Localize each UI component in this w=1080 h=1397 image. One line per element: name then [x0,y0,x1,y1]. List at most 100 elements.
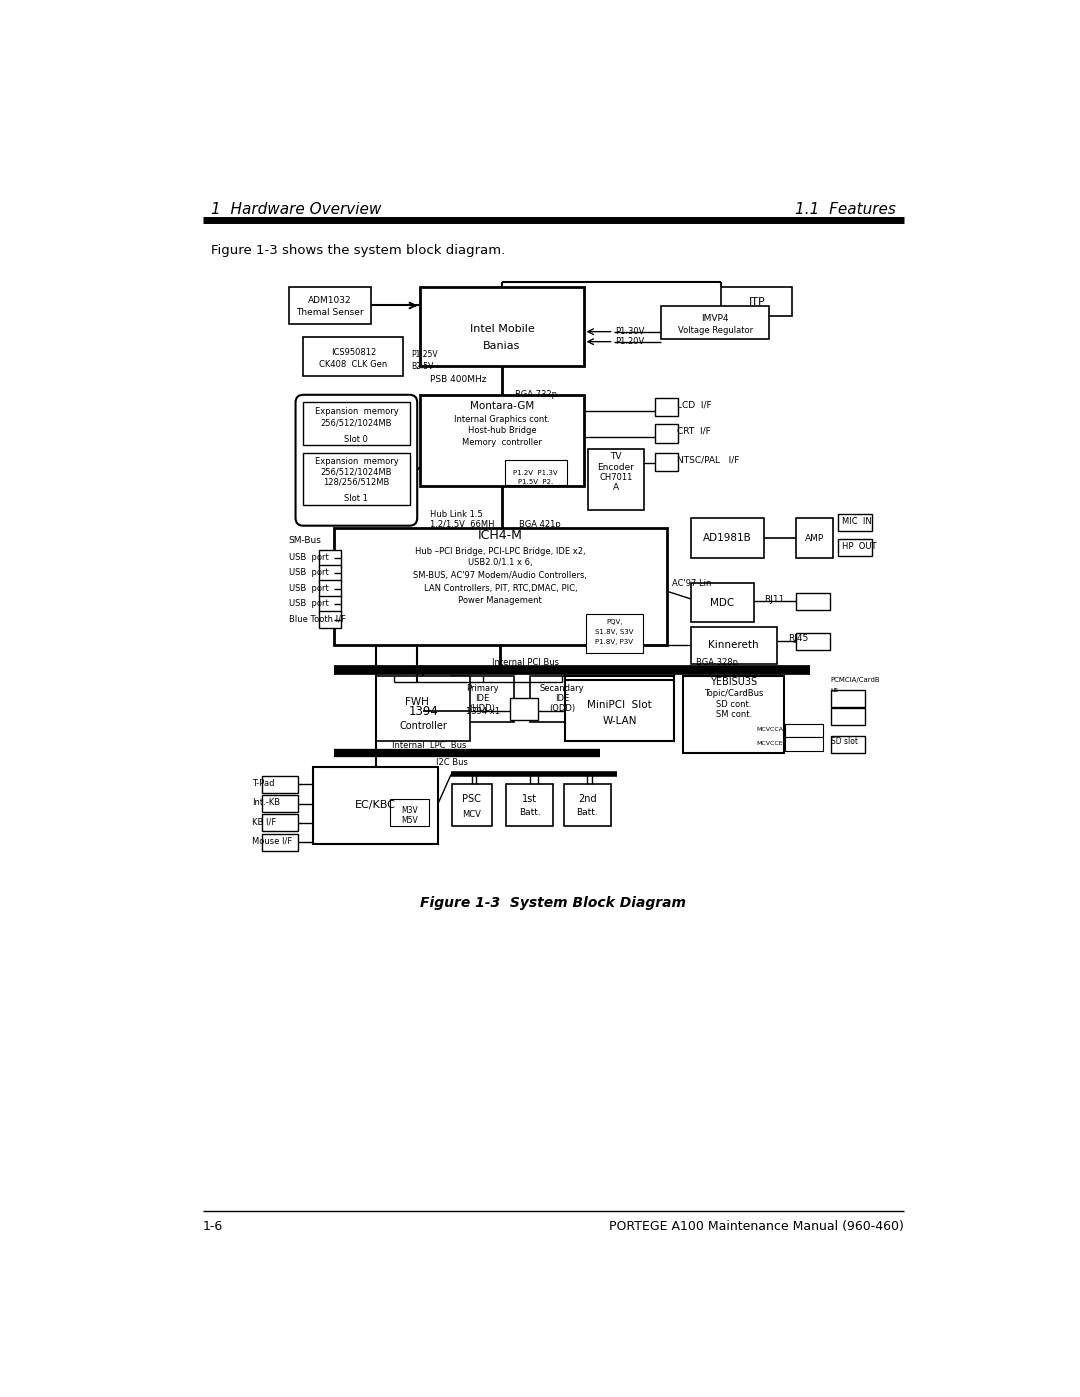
Text: Power Management: Power Management [459,597,542,605]
FancyBboxPatch shape [296,395,417,525]
Bar [262,814,298,831]
Text: FWH: FWH [405,697,429,707]
Bar [784,738,823,752]
Text: ADM1032: ADM1032 [308,296,351,305]
Bar [565,668,674,742]
Text: SD cont.: SD cont. [716,700,752,708]
Text: ITP: ITP [748,296,765,306]
Bar [334,528,666,645]
Bar [420,286,583,366]
Text: A: A [612,483,619,493]
Text: Batt.: Batt. [518,809,540,817]
Bar [831,690,865,707]
Bar [320,595,341,613]
Text: MDC: MDC [710,598,734,608]
Text: IDE: IDE [555,694,569,704]
Text: AMP: AMP [805,534,824,542]
Text: Expansion  memory: Expansion memory [314,408,399,416]
Bar [585,615,643,652]
Bar [661,306,769,338]
Bar [377,676,471,742]
Text: B2.5V: B2.5V [411,362,433,370]
Bar [451,676,514,722]
Bar [262,834,298,851]
Bar [656,453,678,471]
Bar [796,518,833,557]
Bar [796,592,829,609]
Text: USB2.0/1.1 x 6,: USB2.0/1.1 x 6, [468,559,532,567]
Text: CH7011: CH7011 [599,472,633,482]
Text: Mouse I/F: Mouse I/F [252,837,292,847]
Text: 1  Hardware Overview: 1 Hardware Overview [211,203,381,218]
Text: USB  port: USB port [288,599,328,608]
Text: EC/KBC: EC/KBC [355,800,396,810]
Text: 1st: 1st [522,793,537,805]
Bar [451,784,491,826]
Bar [303,453,409,504]
Bar [690,518,765,557]
Text: Intel Mobile: Intel Mobile [470,324,535,334]
Text: Primary: Primary [467,683,499,693]
Text: Figure 1-3  System Block Diagram: Figure 1-3 System Block Diagram [420,895,687,909]
Text: P1.30V: P1.30V [616,327,645,337]
Text: Batt.: Batt. [577,809,598,817]
Text: Voltage Regulator: Voltage Regulator [677,327,753,335]
Text: W-LAN: W-LAN [603,715,637,725]
Text: M5V: M5V [401,816,418,826]
Text: MiniPCI  Slot: MiniPCI Slot [588,700,652,710]
Text: Slot 1: Slot 1 [345,495,368,503]
Text: NTSC/PAL   I/F: NTSC/PAL I/F [677,455,739,465]
Text: Secandary: Secandary [540,683,584,693]
Bar [320,610,341,629]
Text: MIC  IN: MIC IN [842,517,872,527]
Text: Internal PCI Bus: Internal PCI Bus [491,658,558,668]
Bar [420,395,584,486]
Text: CRT  I/F: CRT I/F [677,426,711,436]
Text: USB  port: USB port [288,553,328,562]
Text: Kinnereth: Kinnereth [708,640,759,650]
Text: PQV,: PQV, [606,619,622,624]
Bar [656,425,678,443]
Text: Memory  controller: Memory controller [462,439,542,447]
Text: P1.2V  P1.3V: P1.2V P1.3V [513,471,558,476]
Text: LCD  I/F: LCD I/F [677,401,712,409]
Text: Themal Senser: Themal Senser [296,307,363,317]
Text: KB I/F: KB I/F [252,817,275,827]
Text: ICS950812: ICS950812 [330,348,376,358]
Text: 1.1  Features: 1.1 Features [795,203,896,218]
Text: Internal  LPC  Bus: Internal LPC Bus [392,740,467,750]
Bar [589,448,644,510]
Bar [262,775,298,793]
Bar [303,337,403,376]
Text: S1.8V, S3V: S1.8V, S3V [595,629,634,636]
Text: P1.25V: P1.25V [411,351,437,359]
Bar [511,698,538,719]
Text: MCVCCE: MCVCCE [756,740,783,746]
Bar [320,580,341,598]
Bar [838,539,872,556]
Bar [690,627,777,664]
Bar [831,708,865,725]
Text: 256/512/1024MB: 256/512/1024MB [321,419,392,427]
Text: 256/512/1024MB: 256/512/1024MB [321,467,392,476]
Text: M3V: M3V [401,806,418,814]
Bar [320,564,341,583]
Text: CK408  CLK Gen: CK408 CLK Gen [320,360,388,369]
Bar [656,398,678,416]
Text: SM-BUS, AC'97 Modem/Audio Controllers,: SM-BUS, AC'97 Modem/Audio Controllers, [414,571,588,580]
Text: PSB 400MHz: PSB 400MHz [430,374,487,384]
Bar [390,799,429,826]
Text: Internal Graphics cont.: Internal Graphics cont. [454,415,550,423]
Bar [564,784,611,826]
Text: (HDD): (HDD) [470,704,496,714]
Bar [320,549,341,567]
Text: USB  port: USB port [288,569,328,577]
Text: Hub Link 1.5: Hub Link 1.5 [430,510,483,518]
Text: BGA 421p: BGA 421p [518,520,561,528]
Bar [784,724,823,738]
Text: IMVP4: IMVP4 [701,314,729,323]
Text: TV: TV [610,451,622,461]
Bar [313,767,438,844]
Text: 128/256/512MB: 128/256/512MB [323,478,390,486]
Text: Slot 0: Slot 0 [345,434,368,444]
